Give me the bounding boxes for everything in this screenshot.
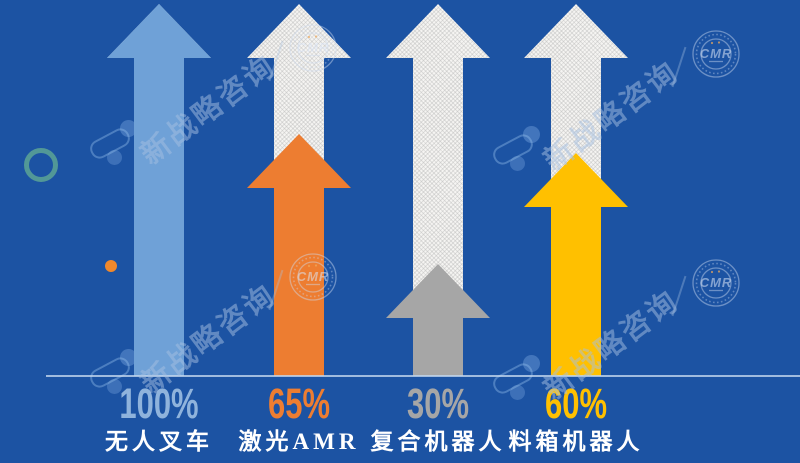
- axis-baseline: [46, 375, 800, 377]
- bar-value-label: 30%: [407, 380, 469, 428]
- bar-value-arrow: [386, 264, 490, 376]
- bar-value-arrow: [524, 153, 628, 376]
- bar-value-label: 65%: [268, 380, 330, 428]
- bar-category-label: 激光AMR: [238, 429, 360, 454]
- bar-category-label: 料箱机器人: [508, 429, 644, 454]
- bar-category-label: 复合机器人: [370, 429, 506, 454]
- bar-value-arrow: [107, 4, 211, 376]
- bar-value-label: 60%: [545, 380, 607, 428]
- bar-value-arrow: [247, 134, 351, 376]
- bar-category-label: 无人叉车: [105, 429, 213, 454]
- bar-value-label: 100%: [119, 380, 199, 428]
